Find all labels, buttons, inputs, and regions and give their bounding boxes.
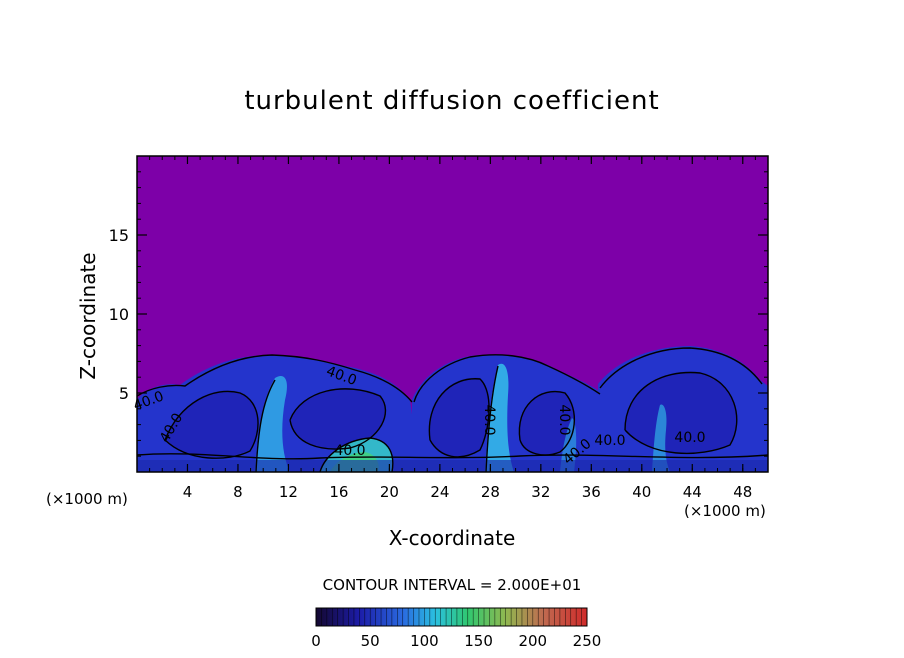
x-tick-label: 36 <box>582 483 601 501</box>
plume-2 <box>485 363 514 472</box>
y-tick-label: 10 <box>109 305 129 324</box>
contour-line-10 <box>137 453 768 460</box>
contour-line-12 <box>485 365 499 472</box>
colorbar-tick-label: 200 <box>518 632 547 650</box>
bottom-strip <box>137 460 768 472</box>
contour-line-7 <box>518 390 576 456</box>
contour-line-5 <box>289 388 387 450</box>
x-tick-label: 16 <box>329 483 348 501</box>
contour-value-label: 40.0 <box>674 430 705 446</box>
plume-1 <box>255 376 290 472</box>
swirl-2 <box>290 388 386 450</box>
contour-value-label: 40.0 <box>481 404 497 435</box>
x-tick-label: 12 <box>279 483 298 501</box>
x-tick-label: 28 <box>481 483 500 501</box>
y-axis-label: Z-coordinate <box>76 252 100 380</box>
x-tick-label: 24 <box>430 483 449 501</box>
colorbar-tick-label: 250 <box>573 632 602 650</box>
colorbar-tick-label: 150 <box>464 632 493 650</box>
y-tick-label: 5 <box>119 384 129 403</box>
contour-line-4 <box>164 390 259 459</box>
plume-4 <box>560 418 577 472</box>
x-tick-label: 20 <box>380 483 399 501</box>
contour-line-8 <box>624 371 738 455</box>
x-tick-label: 32 <box>531 483 550 501</box>
contour-line-1 <box>137 354 413 403</box>
plume-3 <box>652 404 670 472</box>
turbulence-field <box>137 346 768 472</box>
x-tick-label: 44 <box>683 483 702 501</box>
x-tick-label: 40 <box>632 483 651 501</box>
contour-interval-label: CONTOUR INTERVAL = 2.000E+01 <box>322 576 582 594</box>
colorbar-stripes <box>321 608 582 626</box>
x-unit-label-right: (×1000 m) <box>684 502 766 520</box>
colorbar-tick-label: 100 <box>410 632 439 650</box>
colorbar-ticks: 0 50 100 150 200 250 <box>311 632 601 650</box>
swirl-3 <box>429 377 490 457</box>
x-tick-label: 4 <box>183 483 193 501</box>
chart-title: turbulent diffusion coefficient <box>244 86 660 116</box>
x-unit-label-left: (×1000 m) <box>46 490 128 508</box>
colorbar-tick-label: 0 <box>311 632 321 650</box>
contour-value-label: 40.0 <box>556 404 572 435</box>
contour-line-11 <box>255 379 276 472</box>
swirl-5 <box>625 371 737 454</box>
y-tick-label: 15 <box>109 226 129 245</box>
contour-value-label: 40.0 <box>334 443 365 459</box>
colorbar-tick-label: 50 <box>361 632 380 650</box>
contour-line-6 <box>428 378 490 458</box>
contour-line-3 <box>599 347 763 389</box>
x-tick-label: 48 <box>733 483 752 501</box>
x-axis-label: X-coordinate <box>388 526 516 550</box>
contour-line-2 <box>413 354 601 403</box>
x-axis-ticks: 4 8 12 16 20 24 28 32 36 40 44 48 <box>183 156 752 501</box>
x-tick-label: 8 <box>233 483 243 501</box>
swirl-4 <box>519 390 575 455</box>
y-axis-ticks: 5 10 15 <box>109 226 768 403</box>
contour-value-label: 40.0 <box>594 433 625 449</box>
